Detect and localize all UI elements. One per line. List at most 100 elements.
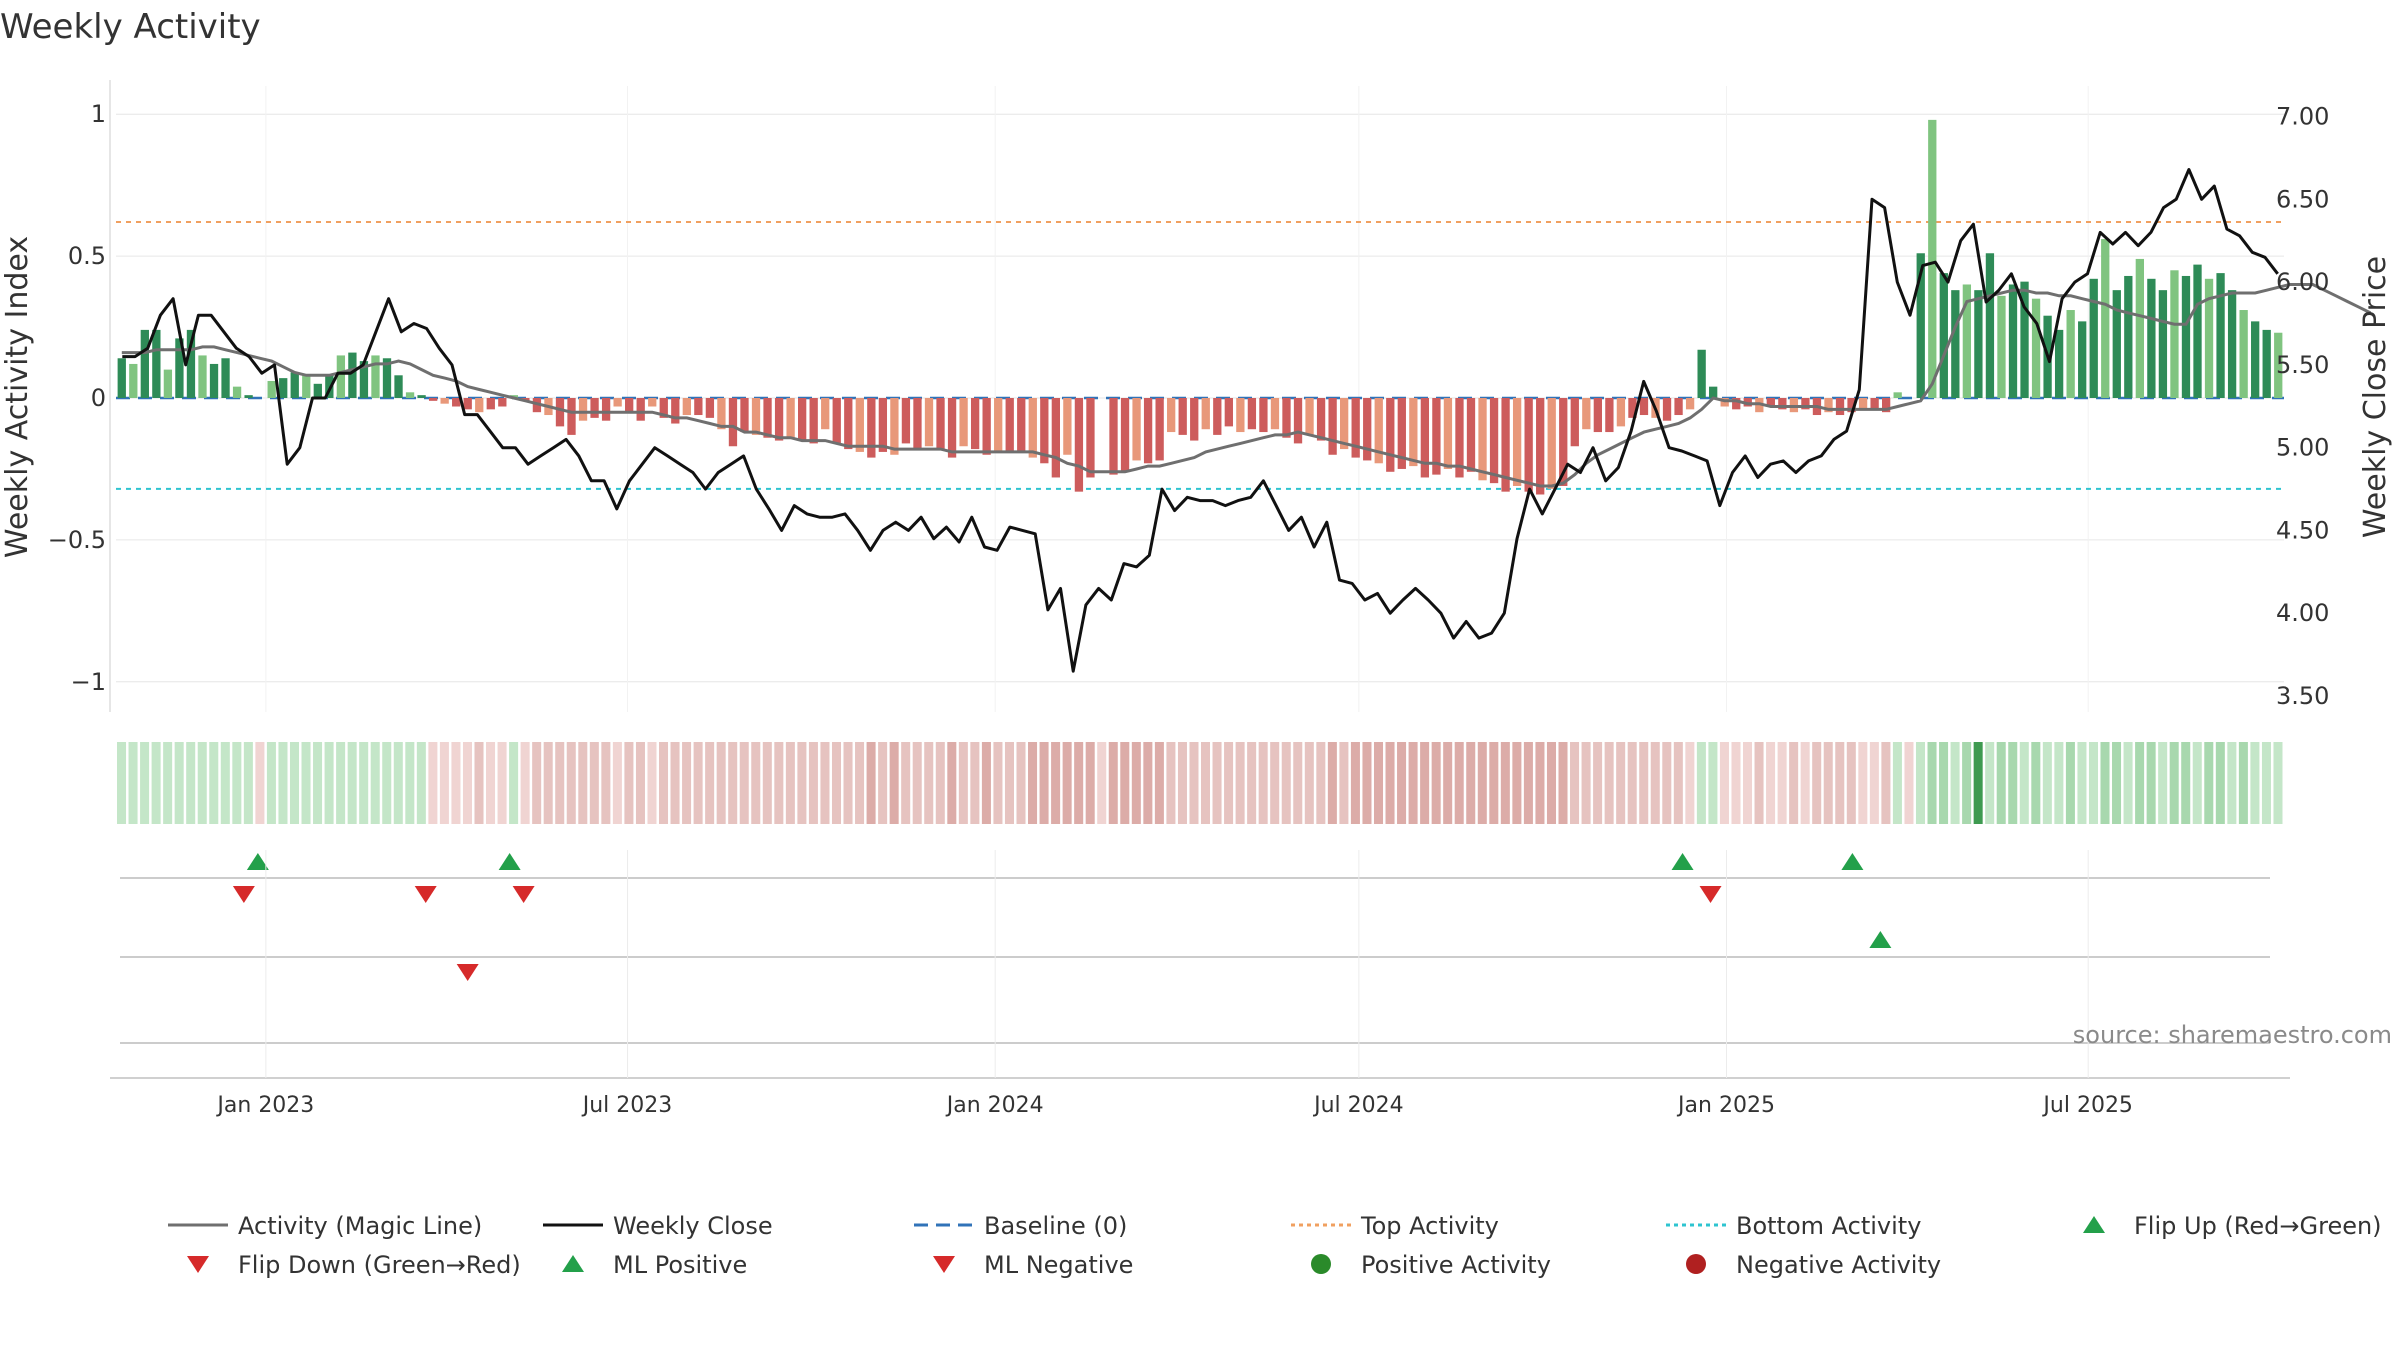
trend-cell: [1420, 742, 1430, 824]
trend-cell: [2031, 742, 2041, 824]
trend-cell: [1281, 742, 1291, 824]
legend-item: Top Activity: [1291, 1212, 1499, 1240]
activity-bar: [1040, 398, 1049, 464]
legend-label: Bottom Activity: [1736, 1212, 1921, 1240]
trend-cell: [958, 742, 968, 824]
activity-bar: [1282, 398, 1291, 438]
trend-cell: [2273, 742, 2283, 824]
activity-bar: [1017, 398, 1026, 452]
activity-bar: [2181, 275, 2191, 398]
trend-cell: [1939, 742, 1949, 824]
activity-bar: [751, 398, 761, 435]
trend-cell: [1177, 742, 1187, 824]
legend-label: Positive Activity: [1361, 1251, 1551, 1279]
activity-bar: [1524, 398, 1533, 492]
activity-bar: [2204, 278, 2214, 398]
activity-bar: [2239, 310, 2248, 398]
trend-cell: [1316, 742, 1326, 824]
activity-bar: [982, 398, 991, 455]
activity-bar: [994, 398, 1003, 452]
trend-cell: [1892, 742, 1902, 824]
flip-up-marker: [1671, 853, 1694, 870]
trend-cell: [1339, 742, 1349, 824]
trend-cell: [359, 742, 369, 824]
legend-item: Negative Activity: [1686, 1251, 1941, 1279]
activity-bar: [855, 398, 864, 452]
trend-cell: [509, 742, 519, 824]
activity-bar: [890, 398, 899, 455]
trend-cell: [2100, 742, 2110, 824]
x-tick-label: Jul 2023: [581, 1093, 673, 1118]
trend-cell: [739, 742, 749, 824]
trend-cell: [1604, 742, 1614, 824]
activity-bar: [129, 363, 138, 398]
activity-bar: [1270, 398, 1280, 430]
activity-bar: [1224, 398, 1233, 427]
y-tick-label: 1: [91, 100, 106, 128]
trend-cell: [186, 742, 196, 824]
activity-bar: [279, 378, 288, 398]
trend-cell: [2054, 742, 2064, 824]
trend-cell: [774, 742, 784, 824]
legend-item: ML Negative: [933, 1251, 1133, 1279]
activity-bar: [1143, 398, 1153, 464]
activity-bar: [625, 398, 634, 413]
trend-cell: [1639, 742, 1649, 824]
activity-bar: [336, 355, 346, 398]
trend-cell: [416, 742, 426, 824]
activity-bar: [1778, 398, 1787, 410]
activity-bar: [1305, 398, 1314, 435]
flip-down-marker: [512, 886, 535, 903]
flip-up-marker: [1841, 853, 1864, 870]
trend-cell: [1869, 742, 1879, 824]
trend-cell: [1835, 742, 1845, 824]
chart-title: Weekly Activity: [0, 7, 261, 47]
trend-cell: [1166, 742, 1176, 824]
legend-item: ML Positive: [562, 1251, 747, 1279]
trend-cell: [1685, 742, 1695, 824]
activity-bar: [1443, 398, 1453, 469]
activity-bar: [1201, 398, 1210, 430]
trend-cell: [589, 742, 599, 824]
trend-cell: [1673, 742, 1683, 824]
activity-bar: [1086, 398, 1095, 478]
trend-cell: [520, 742, 530, 824]
legend-circle-icon: [1686, 1254, 1706, 1274]
trend-cell: [831, 742, 842, 824]
trend-cell: [705, 742, 715, 824]
activity-bar: [175, 338, 184, 398]
legend-item: Positive Activity: [1311, 1251, 1551, 1279]
y2-tick-label: 5.50: [2276, 351, 2329, 379]
activity-bar: [382, 358, 392, 398]
activity-bar: [2170, 270, 2179, 398]
trend-cell: [670, 742, 680, 824]
y2-tick-label: 3.50: [2276, 682, 2329, 710]
trend-cell: [1016, 742, 1026, 824]
trend-cell: [1627, 742, 1637, 824]
trend-cell: [313, 742, 323, 824]
activity-bar: [1213, 398, 1222, 435]
activity-bar: [774, 398, 784, 441]
trend-cell: [1327, 742, 1337, 824]
source-label: source: sharemaestro.com: [2073, 1021, 2392, 1049]
x-tick-label: Jul 2024: [1312, 1093, 1404, 1118]
activity-bar: [1512, 398, 1522, 486]
activity-bar: [1985, 253, 1995, 398]
trend-cell: [1189, 742, 1199, 824]
activity-bar: [1236, 398, 1245, 433]
trend-cell: [1258, 742, 1268, 824]
trend-cell: [1915, 742, 1926, 824]
activity-bar: [1835, 398, 1845, 416]
trend-cell: [808, 742, 818, 824]
activity-bar: [1259, 398, 1268, 433]
trend-cell: [820, 742, 830, 824]
trend-cell: [1616, 742, 1626, 824]
trend-cell: [1097, 742, 1107, 824]
activity-bar: [659, 398, 668, 418]
trend-cell: [1696, 742, 1706, 824]
x-tick-label: Jan 2024: [945, 1093, 1044, 1118]
trend-cell: [1662, 742, 1672, 824]
trend-cell: [924, 742, 934, 824]
activity-bar: [2227, 290, 2237, 398]
trend-cell: [1154, 742, 1164, 824]
